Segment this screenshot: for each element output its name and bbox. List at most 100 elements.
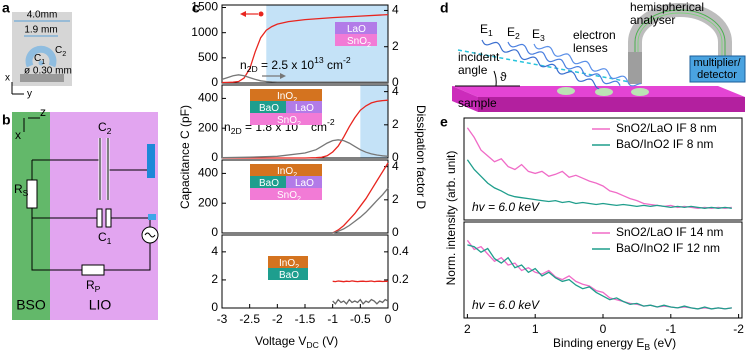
y2-tick-label: 4 xyxy=(392,3,399,17)
text-part: 2 xyxy=(297,119,301,128)
layer xyxy=(268,268,308,280)
text-part: hemispherical xyxy=(630,0,704,14)
y-tick-label: 200 xyxy=(198,120,218,134)
y2-tick-label: 0 xyxy=(392,300,399,314)
text-part: 2 xyxy=(367,40,371,49)
panel-label: d xyxy=(440,0,449,16)
detector-label: multiplier/detector xyxy=(693,57,741,81)
photon-wave xyxy=(481,39,600,90)
y2-tick-label: 4 xyxy=(392,84,399,98)
text-part: 2 xyxy=(515,31,520,41)
energy-label: E3 xyxy=(532,27,545,43)
text-part: InO xyxy=(277,91,293,102)
layer xyxy=(286,101,322,113)
text-part: Binding energy E xyxy=(553,336,644,350)
x-tick-label: -2 xyxy=(272,312,283,326)
electrode xyxy=(148,214,156,220)
x-tick-label: -2.5 xyxy=(239,312,260,326)
component-label: C1 xyxy=(98,230,112,246)
text-part: BaO xyxy=(259,103,279,114)
axis-label: y xyxy=(27,89,32,100)
axis-label: x xyxy=(5,73,10,84)
y-tick-label: 0 xyxy=(211,150,218,164)
text-part: E xyxy=(507,25,515,39)
x-tick-label: 2 xyxy=(464,322,471,336)
text-part: analyser xyxy=(630,13,675,27)
y-tick-label: 500 xyxy=(198,50,218,64)
text-part: P xyxy=(95,284,101,294)
text-part: B xyxy=(644,342,650,352)
text-part: (eV) xyxy=(650,336,676,350)
x-axis-label: Voltage VDC (V) xyxy=(255,334,338,350)
text-part: E xyxy=(480,22,488,36)
text-part: C xyxy=(98,120,107,134)
lio-region xyxy=(50,112,158,320)
layer xyxy=(335,34,377,46)
y2-tick-label: 4 xyxy=(392,159,399,173)
photoemission-schematic: E1 E2 E3 hemispherical analyser electron l… xyxy=(452,0,746,112)
legend-label: BaO/InO2 IF 8 nm xyxy=(616,137,713,151)
layer-label: BaO xyxy=(279,270,299,281)
plot-frame xyxy=(463,117,743,221)
text-part: 1 xyxy=(488,28,493,38)
series-line xyxy=(222,99,389,159)
text-part: 1 xyxy=(41,57,45,66)
text-part: InO xyxy=(279,258,295,269)
text-part: -2 xyxy=(343,55,351,65)
spot xyxy=(557,87,575,95)
layer-label: BaO xyxy=(259,178,279,189)
resistor-rs xyxy=(26,179,38,209)
angle-arc xyxy=(493,70,497,87)
series-line xyxy=(467,244,732,310)
text-part: BaO xyxy=(279,270,299,281)
layer xyxy=(335,22,377,34)
y-tick-label: 1500 xyxy=(191,0,218,14)
electrode xyxy=(147,144,155,178)
c1-electrode xyxy=(38,60,44,66)
component-label: C2 xyxy=(98,120,112,136)
text-part: cm xyxy=(324,58,343,72)
layer-label: SnO2 xyxy=(277,115,301,128)
plot-frame xyxy=(221,4,389,84)
y2-tick-label: 0 xyxy=(392,225,399,239)
x-tick-label: 0 xyxy=(600,322,607,336)
y-tick-label: 200 xyxy=(198,195,218,209)
layer-label: InO2 xyxy=(277,91,297,104)
panel-label: e xyxy=(440,114,448,130)
y2-tick-label: 0 xyxy=(392,75,399,89)
text-part: = 2.5 x 10 xyxy=(258,58,315,72)
series-line xyxy=(221,139,389,159)
legend-label: BaO/InO2 IF 12 nm xyxy=(616,241,720,255)
legend-label: SnO2/LaO IF 14 nm xyxy=(616,225,723,239)
panel-label: a xyxy=(2,0,10,16)
text-part: Voltage V xyxy=(255,334,306,348)
layer xyxy=(250,101,286,113)
x-tick-label: -1 xyxy=(327,312,338,326)
text-part: 2D xyxy=(231,126,242,136)
y-tick-label: 2 xyxy=(211,272,218,286)
sample-side xyxy=(452,86,478,112)
series-line xyxy=(332,298,389,305)
layer xyxy=(250,176,286,188)
series-line xyxy=(332,162,389,234)
y2-tick-label: 0 xyxy=(392,150,399,164)
y-axis-label: Capacitance C (pF) xyxy=(178,105,192,209)
layer-label: LaO xyxy=(347,24,366,35)
text-part: incident xyxy=(458,50,500,64)
text-part: LaO xyxy=(347,24,366,35)
dimension-label: 4.0mm xyxy=(27,10,58,21)
photon-wave xyxy=(507,41,621,86)
bso-region xyxy=(12,112,50,320)
region-label: LIO xyxy=(89,297,112,313)
text-part: SnO xyxy=(347,36,367,47)
electron-lens xyxy=(628,52,642,84)
text-part: LaO xyxy=(295,103,314,114)
layer xyxy=(250,113,322,125)
annotation: hv = 6.0 keV xyxy=(472,298,540,312)
text-part: SnO xyxy=(277,115,297,126)
text-part: 2 xyxy=(293,170,297,179)
holder xyxy=(20,74,64,82)
panel-label: c xyxy=(192,0,200,16)
